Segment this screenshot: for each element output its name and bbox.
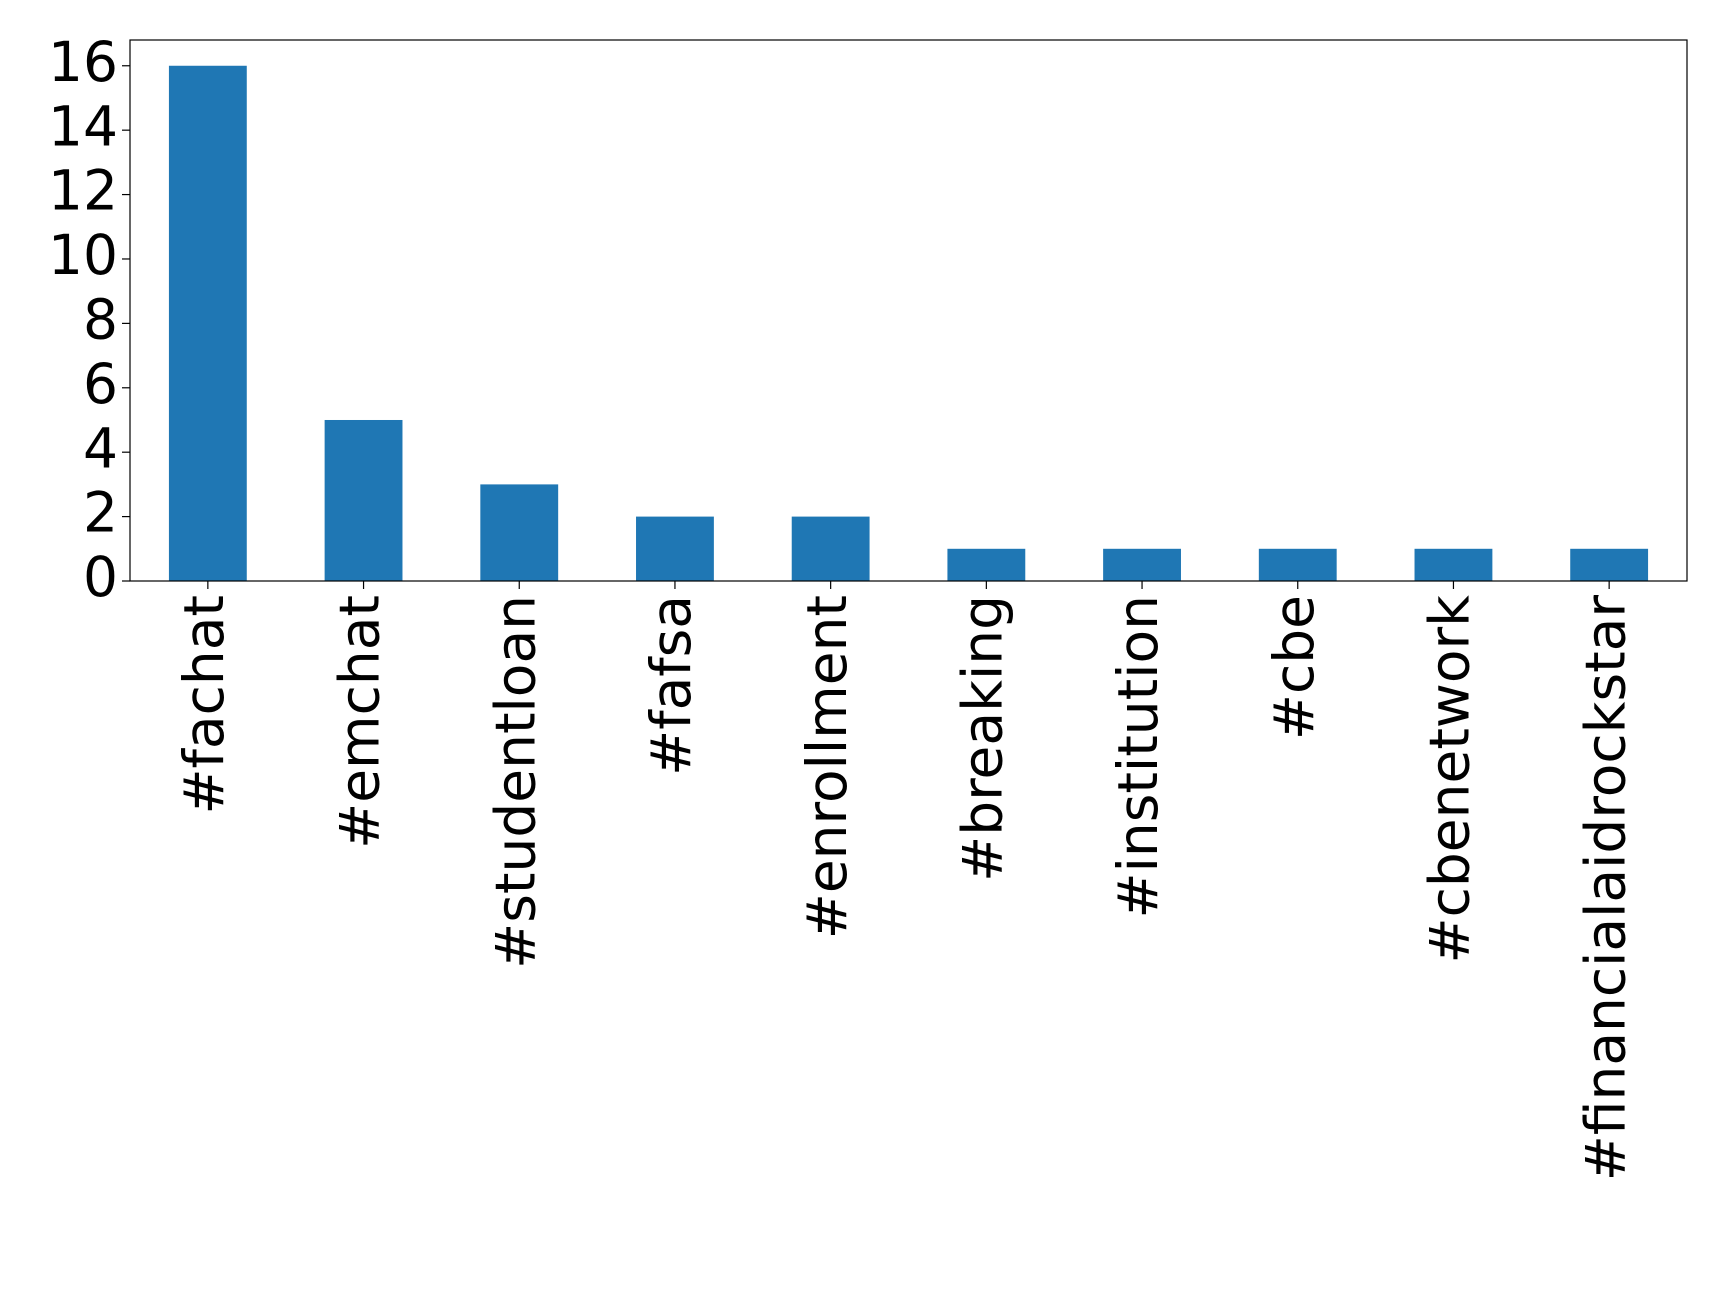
bar — [168, 65, 247, 581]
y-tick-label: 0 — [83, 545, 118, 609]
x-tick-label: #financialaidrockstar — [1573, 595, 1637, 1182]
x-tick-label: #cbenetwork — [1418, 595, 1482, 964]
bar — [1103, 548, 1181, 581]
y-tick-label: 16 — [48, 30, 118, 94]
x-tick-label: #breaking — [950, 595, 1014, 882]
x-tick-label: #studentloan — [483, 595, 547, 969]
x-tick-label: #fafsa — [639, 595, 703, 776]
y-tick-label: 8 — [83, 288, 118, 352]
y-tick-label: 14 — [48, 94, 118, 158]
bar — [1414, 548, 1493, 581]
y-tick-label: 2 — [83, 481, 118, 545]
y-tick-label: 6 — [83, 352, 118, 416]
x-tick-label: #institution — [1106, 595, 1170, 919]
bar — [1258, 548, 1337, 581]
bar — [1570, 548, 1649, 581]
y-tick-label: 10 — [48, 223, 118, 287]
x-tick-label: #emchat — [328, 595, 392, 849]
y-tick-label: 4 — [83, 416, 118, 480]
bar — [480, 484, 559, 581]
bar — [324, 419, 403, 581]
y-tick-label: 12 — [48, 159, 118, 223]
x-tick-label: #fachat — [172, 595, 236, 815]
bar — [636, 516, 714, 581]
x-tick-label: #cbe — [1262, 595, 1326, 740]
x-tick-label: #enrollment — [795, 595, 859, 939]
plot-frame — [129, 39, 1688, 582]
bar — [791, 516, 870, 581]
bar — [947, 548, 1026, 581]
